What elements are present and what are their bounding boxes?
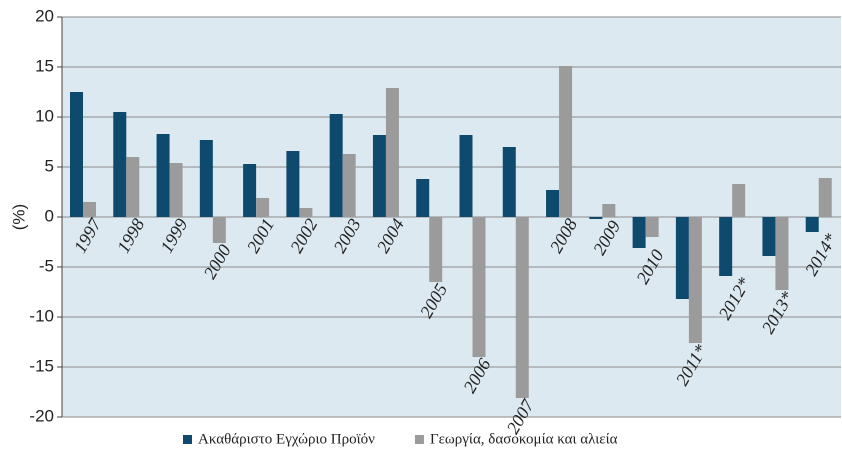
bar (256, 198, 270, 217)
y-tick-label: -20 (29, 406, 54, 425)
bar (372, 135, 386, 217)
bar (805, 217, 819, 232)
bar (546, 190, 560, 217)
bar (645, 217, 659, 237)
bar (286, 151, 300, 217)
bar (342, 154, 356, 217)
y-tick-label: 20 (35, 6, 54, 25)
y-tick-label: 15 (35, 56, 54, 75)
legend-label: Ακαθάριστο Εγχώριο Προϊόν (198, 431, 375, 447)
bar (459, 135, 473, 217)
bar (70, 92, 83, 217)
y-tick-label: -15 (29, 356, 54, 375)
bar (429, 217, 443, 282)
y-tick-label: 10 (35, 106, 54, 125)
bar (589, 217, 603, 219)
bar (416, 179, 430, 217)
bar (299, 208, 313, 217)
bar (632, 217, 646, 248)
y-tick-label: 0 (45, 206, 54, 225)
y-tick-label: -10 (29, 306, 54, 325)
bar (156, 134, 170, 217)
bar (775, 217, 789, 290)
bar (113, 112, 127, 217)
legend-swatch (183, 435, 192, 444)
bar (719, 217, 733, 276)
bar (243, 164, 257, 217)
bar (559, 66, 573, 217)
bar (502, 147, 516, 217)
bar (126, 157, 140, 217)
bar (199, 140, 213, 217)
y-tick-label: 5 (45, 156, 54, 175)
bar (329, 114, 343, 217)
bar (212, 217, 226, 243)
bar (385, 88, 399, 217)
legend-label: Γεωργία, δασοκομία και αλιεία (430, 431, 618, 447)
bar (515, 217, 529, 398)
bar (472, 217, 486, 357)
bar (602, 204, 616, 217)
bar (675, 217, 689, 299)
bar (732, 184, 746, 217)
y-tick-label: -5 (39, 256, 54, 275)
bar (762, 217, 776, 256)
legend-swatch (414, 435, 424, 444)
bar (83, 202, 96, 217)
bar (688, 217, 702, 343)
y-axis-label: (%) (9, 204, 28, 230)
bar (818, 178, 832, 217)
bar (169, 163, 183, 217)
